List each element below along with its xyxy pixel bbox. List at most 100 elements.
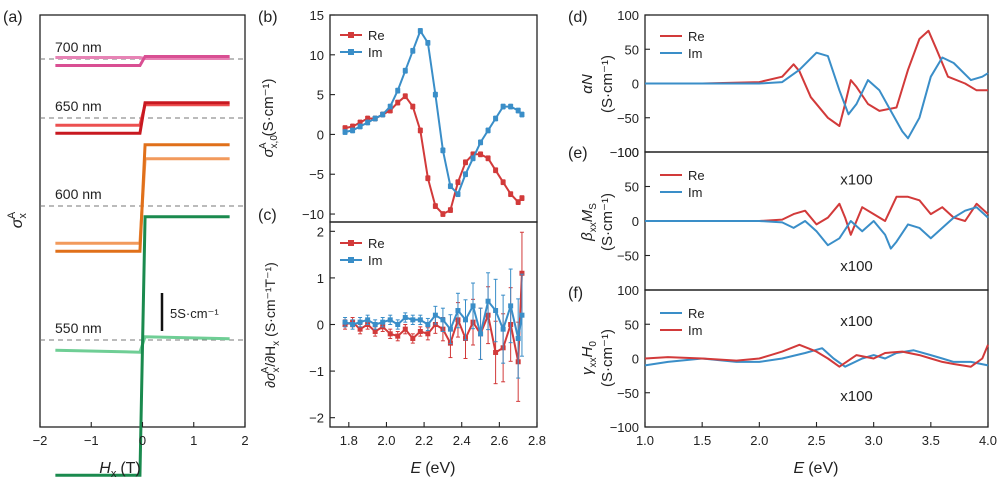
- data-point-im: [508, 104, 514, 110]
- data-point-re: [440, 211, 446, 217]
- data-point-re: [519, 195, 525, 201]
- data-point-im: [350, 127, 356, 133]
- data-point-im: [508, 303, 514, 309]
- y-tick-label: −1: [309, 364, 324, 379]
- x-tick-label: 1: [190, 433, 197, 448]
- data-point-re: [372, 328, 378, 334]
- data-point-im: [462, 171, 468, 177]
- data-point-im: [425, 40, 431, 46]
- x-tick-label: 2.2: [415, 433, 433, 448]
- panel-a: (a) 700 nm 650 nm 600 nm 550 nm 5S·cm⁻¹ −2 −…: [3, 9, 249, 480]
- annotation-x100: x100: [840, 313, 873, 330]
- panel-c-label: (c): [258, 207, 277, 224]
- legend-label: Im: [688, 46, 702, 61]
- data-point-re: [342, 125, 348, 131]
- legend-marker: [348, 32, 354, 38]
- x-tick-label: 2.6: [490, 433, 508, 448]
- data-point-re: [493, 167, 499, 173]
- data-point-im: [372, 322, 378, 327]
- data-point-re: [485, 155, 491, 161]
- y-tick-label: 0: [632, 214, 639, 229]
- panel-e-ylabel-unit: (S·cm⁻¹): [599, 193, 616, 251]
- panel-f-label: (f): [568, 285, 583, 302]
- x-tick-label: 2.0: [377, 433, 395, 448]
- data-point-im: [350, 322, 356, 327]
- panel-d-ylabel: αN: [579, 74, 596, 94]
- data-point-re: [365, 116, 371, 121]
- data-point-re: [500, 179, 506, 185]
- data-point-re: [387, 108, 393, 114]
- legend-marker: [348, 49, 354, 55]
- y-tick-label: 100: [617, 283, 639, 298]
- data-point-re: [410, 104, 416, 110]
- data-point-im: [478, 139, 484, 145]
- y-tick-label: 50: [625, 180, 639, 195]
- data-point-im: [485, 298, 491, 304]
- data-point-im: [470, 303, 476, 309]
- y-tick-label: 2: [317, 224, 324, 239]
- data-point-im: [342, 129, 348, 135]
- data-point-re: [357, 119, 363, 125]
- series-line-im: [645, 206, 989, 250]
- data-point-im: [372, 116, 378, 121]
- data-point-im: [440, 147, 446, 153]
- scale-bar-label: 5S·cm⁻¹: [170, 306, 219, 321]
- legend-label: Im: [688, 185, 702, 200]
- data-point-im: [410, 317, 416, 323]
- y-tick-label: 15: [310, 8, 324, 23]
- data-point-im: [410, 48, 416, 54]
- data-point-im: [425, 322, 431, 327]
- x-tick-label: 2: [241, 433, 248, 448]
- data-point-re: [447, 207, 453, 213]
- legend-label: Re: [688, 29, 705, 44]
- data-point-im: [470, 155, 476, 161]
- data-point-re: [462, 159, 468, 165]
- y-tick-label: 100: [617, 145, 639, 160]
- panel-c: (c) 2 1 0 −1 −2 1.8 2.0 2.2 2.4 2.6 2.8 Re Im E (eV…: [258, 207, 546, 477]
- y-tick-label: −50: [617, 249, 639, 264]
- panel-a-label: (a): [3, 9, 23, 26]
- data-point-im: [432, 312, 438, 318]
- series-label: 550 nm: [55, 320, 102, 336]
- series-label: 700 nm: [55, 39, 102, 55]
- legend-label: Re: [368, 28, 385, 43]
- data-point-im: [342, 319, 348, 325]
- x-tick-label: 2.8: [528, 433, 546, 448]
- panel-e: (e) 100 50 0 −50 Re Im x100 x100 βxxMS (S·cm⁻…: [568, 145, 989, 291]
- y-tick-label: −100: [610, 420, 639, 435]
- x-tick-label: 2.5: [807, 433, 825, 448]
- data-point-im: [357, 319, 363, 325]
- data-point-im: [519, 112, 525, 118]
- legend-label: Re: [688, 306, 705, 321]
- y-tick-label: 50: [625, 42, 639, 57]
- data-point-im: [395, 88, 401, 94]
- hysteresis-branch: [55, 101, 230, 135]
- data-point-im: [493, 116, 499, 121]
- y-tick-label: −50: [617, 111, 639, 126]
- data-point-re: [455, 179, 461, 185]
- x-tick-label: 4.0: [979, 433, 997, 448]
- panel-b: (b) 15 10 5 0 −5 −10 Re Im σx,0A(S·cm⁻¹): [258, 8, 538, 223]
- data-point-im: [380, 319, 386, 325]
- data-point-re: [470, 151, 476, 157]
- y-tick-label: −50: [617, 386, 639, 401]
- legend-label: Re: [368, 236, 385, 251]
- legend-label: Im: [368, 45, 382, 60]
- panel-b-ylabel: σx,0A(S·cm⁻¹): [258, 79, 280, 158]
- panel-b-frame: [329, 14, 538, 223]
- annotation-x100: x100: [840, 388, 873, 405]
- series-line-re: [645, 29, 988, 127]
- data-point-im: [365, 317, 371, 323]
- x-tick-label: −1: [84, 433, 99, 448]
- y-tick-label: 0: [632, 77, 639, 92]
- legend-marker: [348, 240, 354, 246]
- hysteresis-branch: [55, 143, 230, 253]
- x-tick-label: 1.5: [693, 433, 711, 448]
- data-point-re: [425, 331, 431, 337]
- legend-label: Re: [688, 168, 705, 183]
- x-tick-label: 1.8: [340, 433, 358, 448]
- x-tick-label: 1.0: [636, 433, 654, 448]
- data-point-im: [417, 28, 423, 34]
